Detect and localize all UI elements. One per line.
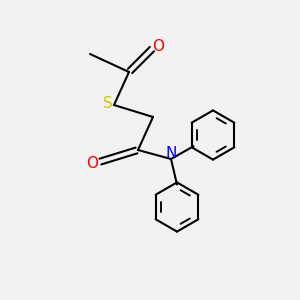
Text: O: O [152,39,164,54]
Text: O: O [86,156,98,171]
Text: N: N [166,146,177,161]
Text: S: S [103,96,112,111]
